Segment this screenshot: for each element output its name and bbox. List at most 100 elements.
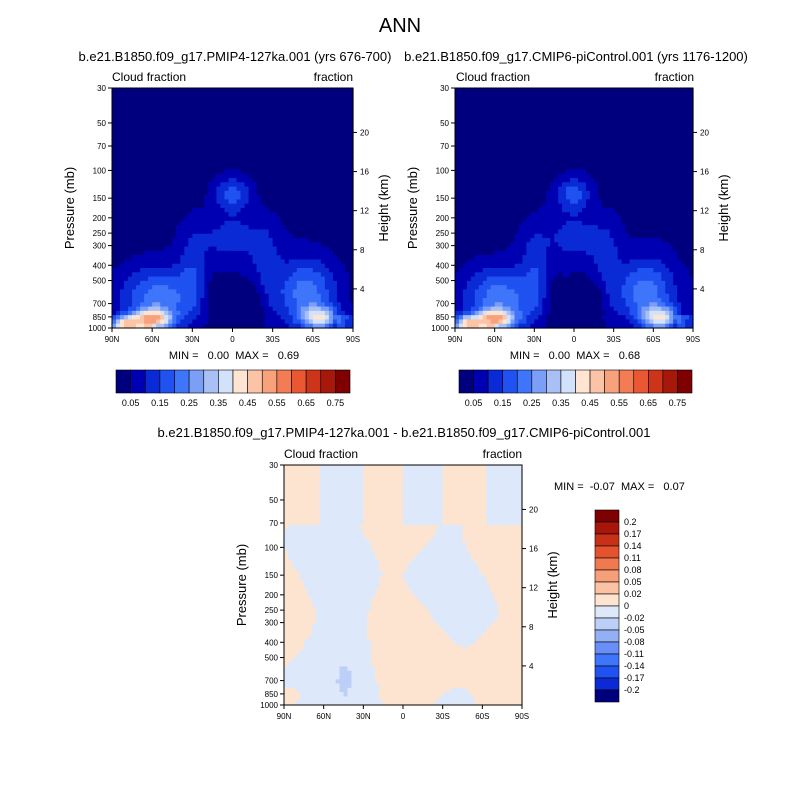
- contour-cell: [336, 233, 342, 239]
- contour-cell: [232, 250, 238, 256]
- contour-cell: [148, 88, 153, 93]
- contour-cell: [530, 195, 535, 201]
- contour-cell: [470, 126, 476, 132]
- contour-cell: [136, 212, 141, 218]
- contour-cell: [228, 268, 234, 273]
- contour-cell: [232, 126, 238, 132]
- contour-cell: [558, 156, 563, 162]
- contour-cell: [164, 105, 169, 111]
- contour-cell: [462, 195, 468, 201]
- contour-cell: [657, 143, 662, 149]
- contour-cell: [522, 186, 527, 192]
- contour-cell: [633, 195, 639, 201]
- contour-cell: [204, 186, 209, 192]
- contour-cell: [312, 156, 318, 162]
- contour-cell: [486, 165, 492, 171]
- contour-cell: [188, 173, 193, 179]
- contour-cell: [228, 259, 234, 265]
- contour-cell: [312, 306, 318, 312]
- contour-cell: [208, 186, 214, 192]
- contour-cell: [312, 276, 318, 282]
- contour-cell: [136, 298, 141, 303]
- contour-cell: [510, 165, 516, 171]
- contour-cell: [292, 139, 298, 145]
- contour-cell: [220, 220, 226, 226]
- contour-cell: [116, 302, 121, 308]
- contour-cell: [244, 182, 250, 188]
- contour-cell: [581, 135, 587, 141]
- contour-cell: [124, 323, 129, 329]
- contour-cell: [665, 100, 670, 106]
- contour-cell: [164, 88, 169, 93]
- contour-cell: [673, 143, 678, 149]
- contour-cell: [542, 109, 547, 115]
- contour-cell: [236, 259, 242, 265]
- contour-cell: [172, 212, 177, 218]
- contour-cell: [200, 276, 205, 282]
- contour-cell: [534, 195, 539, 201]
- contour-cell: [581, 143, 587, 149]
- contour-cell: [212, 160, 218, 166]
- contour-cell: [252, 100, 258, 106]
- contour-cell: [228, 135, 234, 141]
- contour-cell: [272, 88, 278, 93]
- contour-cell: [208, 293, 214, 299]
- contour-cell: [550, 148, 555, 153]
- contour-cell: [455, 88, 460, 93]
- contour-cell: [304, 310, 310, 316]
- contour-cell: [124, 259, 129, 265]
- contour-cell: [192, 212, 197, 218]
- contour-cell: [292, 208, 298, 213]
- contour-cell: [240, 122, 246, 128]
- contour-cell: [292, 259, 298, 265]
- contour-cell: [324, 126, 330, 132]
- contour-cell: [348, 92, 354, 98]
- contour-cell: [276, 216, 282, 222]
- contour-cell: [316, 92, 322, 98]
- contour-cell: [625, 135, 631, 141]
- contour-cell: [506, 96, 512, 102]
- contour-cell: [518, 195, 524, 201]
- contour-cell: [192, 229, 197, 235]
- contour-cell: [653, 96, 658, 102]
- contour-cell: [609, 165, 615, 171]
- contour-cell: [212, 246, 218, 252]
- contour-cell: [502, 195, 508, 201]
- contour-cell: [336, 169, 342, 175]
- contour-cell: [673, 156, 678, 162]
- contour-cell: [160, 165, 165, 171]
- contour-cell: [304, 285, 310, 291]
- contour-cell: [256, 225, 262, 231]
- contour-cell: [613, 88, 619, 93]
- contour-cell: [160, 259, 165, 265]
- contour-cell: [124, 216, 129, 222]
- contour-cell: [192, 323, 197, 329]
- contour-cell: [116, 225, 121, 231]
- contour-cell: [240, 302, 246, 308]
- contour-cell: [324, 105, 330, 111]
- contour-cell: [518, 173, 524, 179]
- contour-cell: [534, 148, 539, 153]
- contour-cell: [276, 190, 282, 196]
- contour-cell: [308, 199, 314, 205]
- contour-cell: [498, 143, 504, 149]
- contour-cell: [589, 190, 595, 196]
- contour-cell: [518, 122, 524, 128]
- contour-cell: [220, 250, 226, 256]
- contour-cell: [128, 203, 133, 209]
- contour-cell: [597, 160, 603, 166]
- contour-cell: [324, 135, 330, 141]
- contour-cell: [120, 238, 125, 243]
- contour-cell: [168, 160, 173, 166]
- contour-cell: [522, 152, 527, 158]
- contour-cell: [538, 160, 543, 166]
- contour-cell: [216, 319, 222, 325]
- contour-cell: [164, 310, 169, 316]
- contour-cell: [320, 315, 326, 321]
- contour-cell: [498, 135, 504, 141]
- contour-cell: [681, 178, 686, 183]
- contour-cell: [320, 276, 326, 282]
- contour-cell: [144, 263, 149, 269]
- contour-cell: [605, 113, 611, 119]
- contour-cell: [184, 229, 189, 235]
